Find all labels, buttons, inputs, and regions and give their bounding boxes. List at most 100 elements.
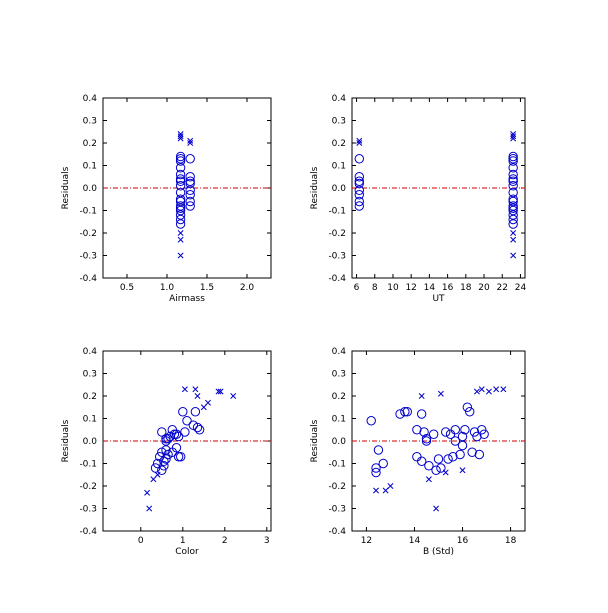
- x-axis-label: B (Std): [423, 547, 454, 557]
- data-point-circle: [185, 196, 195, 207]
- data-point-circle: [455, 449, 465, 460]
- y-tick-label: 0.1: [83, 162, 97, 172]
- data-point-circle: [366, 416, 376, 426]
- x-tick-label: 1.5: [200, 283, 214, 293]
- y-tick-label: -0.4: [328, 527, 346, 537]
- chart-panel: -0.4 -0.3 -0.2 -0.1 0.0 0.1 0.2 0.3 0.4 0.5 1.0 1.5…: [61, 94, 272, 304]
- data-point-circle: [457, 431, 468, 442]
- data-point-circle: [508, 196, 518, 207]
- x-axis-label: Color: [175, 547, 199, 557]
- data-point-circle: [460, 425, 470, 435]
- x-tick-label: 18: [505, 536, 517, 546]
- data-point-circle: [171, 443, 182, 453]
- data-point-cross: [215, 388, 222, 395]
- data-point-circle: [465, 407, 475, 417]
- y-tick-label: 0.3: [83, 370, 97, 380]
- data-point-circle: [508, 169, 518, 180]
- x-tick-label: 24: [515, 283, 527, 293]
- data-point-circle: [175, 201, 186, 211]
- data-point-cross: [150, 476, 157, 483]
- data-point-circle: [175, 196, 186, 207]
- data-point-circle: [175, 174, 186, 184]
- x-tick-label: 16: [442, 283, 454, 293]
- data-point-circle: [157, 465, 167, 475]
- data-point-circle: [175, 151, 186, 162]
- data-point-circle: [416, 456, 427, 466]
- data-point-circle: [479, 429, 489, 439]
- data-point-circle: [508, 203, 518, 213]
- data-point-cross: [510, 230, 517, 236]
- data-point-circle: [152, 458, 163, 469]
- data-point-circle: [373, 445, 384, 455]
- x-tick-label: 6: [354, 283, 360, 293]
- data-point-cross: [473, 388, 480, 395]
- y-tick-label: 0.3: [332, 117, 346, 127]
- data-point-circle: [508, 205, 518, 216]
- data-point-circle: [354, 190, 364, 200]
- data-point-circle: [182, 416, 192, 426]
- y-tick-label: -0.3: [79, 252, 97, 262]
- chart-panel: -0.4 -0.3 -0.2 -0.1 0.0 0.1 0.2 0.3 0.4 6 8 10 12 14 1…: [310, 94, 526, 304]
- x-tick-label: 1.0: [160, 283, 175, 293]
- data-point-circle: [477, 425, 487, 435]
- data-point-circle: [173, 431, 184, 442]
- y-tick-label: 0.2: [83, 392, 97, 402]
- data-point-circle: [157, 427, 167, 437]
- data-point-cross: [433, 505, 440, 512]
- x-tick-label: 14: [424, 283, 436, 293]
- data-point-circle: [508, 194, 518, 204]
- data-point-circle: [508, 176, 518, 186]
- data-point-circle: [508, 214, 518, 225]
- chart-panel: -0.4 -0.3 -0.2 -0.1 0.0 0.1 0.2 0.3 0.4 0 1 2 3 Color…: [61, 347, 272, 557]
- y-tick-label: 0.1: [83, 415, 97, 425]
- x-tick-label: 18: [460, 283, 472, 293]
- data-point-circle: [180, 427, 190, 437]
- y-tick-label: 0.2: [332, 139, 346, 149]
- data-point-cross: [177, 133, 184, 140]
- data-point-circle: [474, 449, 485, 460]
- data-point-cross: [425, 476, 432, 483]
- y-tick-label: -0.2: [79, 482, 97, 492]
- data-point-circle: [159, 461, 169, 471]
- data-point-circle: [185, 178, 195, 189]
- x-tick-label: 12: [405, 283, 416, 293]
- data-point-circle: [508, 163, 518, 173]
- data-point-circle: [161, 434, 171, 444]
- data-point-cross: [177, 230, 184, 236]
- data-point-cross: [230, 393, 237, 399]
- y-axis-label: Residuals: [310, 166, 320, 209]
- data-point-circle: [412, 452, 422, 462]
- data-point-cross: [177, 131, 184, 137]
- y-tick-label: -0.2: [328, 482, 346, 492]
- data-point-circle: [354, 178, 364, 189]
- data-point-circle: [441, 427, 451, 437]
- data-point-cross: [478, 386, 485, 393]
- data-point-circle: [175, 163, 186, 173]
- data-point-circle: [175, 214, 186, 225]
- x-tick-label: 3: [264, 536, 270, 546]
- data-point-circle: [175, 181, 186, 191]
- data-point-circle: [161, 454, 171, 464]
- data-point-circle: [450, 436, 461, 446]
- data-point-circle: [175, 205, 186, 216]
- y-tick-label: 0.0: [332, 184, 347, 194]
- y-tick-label: -0.1: [79, 207, 97, 217]
- data-point-cross: [192, 386, 199, 393]
- data-point-circle: [194, 425, 205, 435]
- data-point-circle: [175, 210, 186, 220]
- data-point-cross: [356, 140, 363, 146]
- data-point-circle: [354, 185, 364, 195]
- data-point-circle: [508, 154, 518, 164]
- data-point-circle: [175, 203, 186, 213]
- y-tick-label: -0.1: [79, 460, 97, 470]
- data-point-cross: [177, 236, 184, 243]
- data-point-cross: [217, 388, 224, 395]
- y-tick-label: 0.4: [332, 347, 347, 357]
- data-point-circle: [354, 196, 364, 207]
- y-tick-label: 0.0: [83, 437, 98, 447]
- data-point-circle: [424, 461, 434, 471]
- data-point-cross: [194, 393, 201, 399]
- y-tick-label: 0.4: [83, 347, 98, 357]
